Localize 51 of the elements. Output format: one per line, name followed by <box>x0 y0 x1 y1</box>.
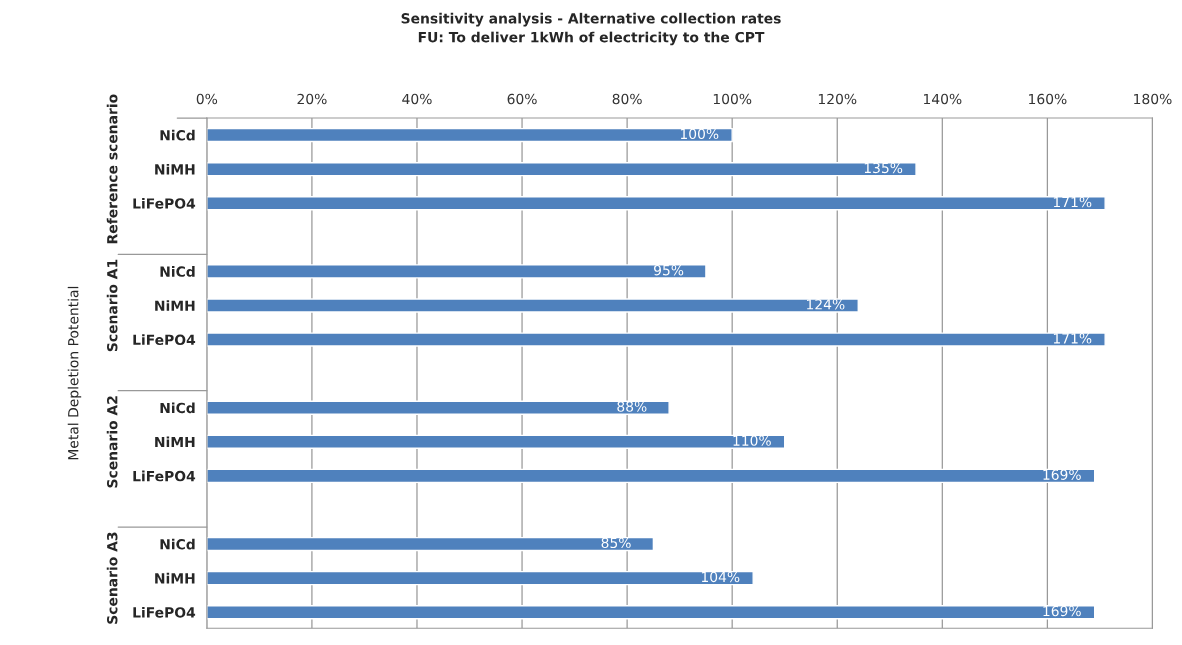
data-label: 110% <box>733 435 771 446</box>
y-tick-label: NiCd <box>160 129 195 141</box>
y-tick-label: LiFePO4 <box>133 334 196 346</box>
data-label: 124% <box>807 299 845 310</box>
data-label: 171% <box>1053 196 1092 208</box>
x-tick-label: 20% <box>297 93 327 105</box>
text: Scenario A2 <box>106 396 118 488</box>
y-tick-label: LiFePO4 <box>133 470 196 482</box>
y-tick-label: LiFePO4 <box>133 197 196 209</box>
bar <box>206 605 1096 620</box>
x-tick-label: 80% <box>612 93 642 105</box>
x-tick-label: 140% <box>923 93 962 105</box>
data-label: 171% <box>1053 333 1092 344</box>
y-tick-label: NiCd <box>160 538 195 550</box>
chart-title: Sensitivity analysis - Alternative collection rates FU: To deliver 1kWh of electricity to the CPT <box>401 12 781 46</box>
bar <box>206 127 733 143</box>
x-tick-label: 0% <box>196 93 218 105</box>
data-label: 169% <box>1043 605 1081 617</box>
y-tick-label: LiFePO4 <box>133 606 196 618</box>
bar <box>206 264 707 279</box>
y-tick-label: NiMH <box>155 300 195 311</box>
y-axis-title: Metal Depletion Potential <box>67 286 82 460</box>
data-label: 85% <box>601 537 631 549</box>
bar <box>206 161 917 177</box>
data-label: 135% <box>864 162 903 174</box>
text: Reference scenario <box>106 94 118 244</box>
x-tick-label: 180% <box>1134 93 1172 105</box>
bar <box>206 536 655 552</box>
bar <box>206 298 859 313</box>
data-label: 100% <box>680 128 719 140</box>
bar <box>206 434 786 449</box>
y-tick-label: NiMH <box>155 572 195 584</box>
data-label: 169% <box>1043 469 1081 480</box>
text: Scenario A1 <box>106 259 118 352</box>
bar <box>206 332 1106 347</box>
data-label: 95% <box>654 264 684 276</box>
x-tick-label: 100% <box>713 93 752 105</box>
x-tick-label: 60% <box>507 93 537 105</box>
y-tick-label: NiCd <box>160 402 195 414</box>
x-tick-label: 120% <box>818 93 857 105</box>
x-tick-label: 160% <box>1029 93 1067 105</box>
bar <box>206 468 1096 484</box>
bar <box>206 570 754 586</box>
bar <box>206 400 670 415</box>
text: Scenario A3 <box>106 532 118 624</box>
y-tick-label: NiMH <box>155 163 195 175</box>
x-tick-label: 40% <box>402 93 432 105</box>
data-label: 104% <box>701 571 740 583</box>
y-tick-label: NiMH <box>155 436 195 448</box>
y-tick-label: NiCd <box>160 266 195 277</box>
bar <box>206 196 1106 211</box>
